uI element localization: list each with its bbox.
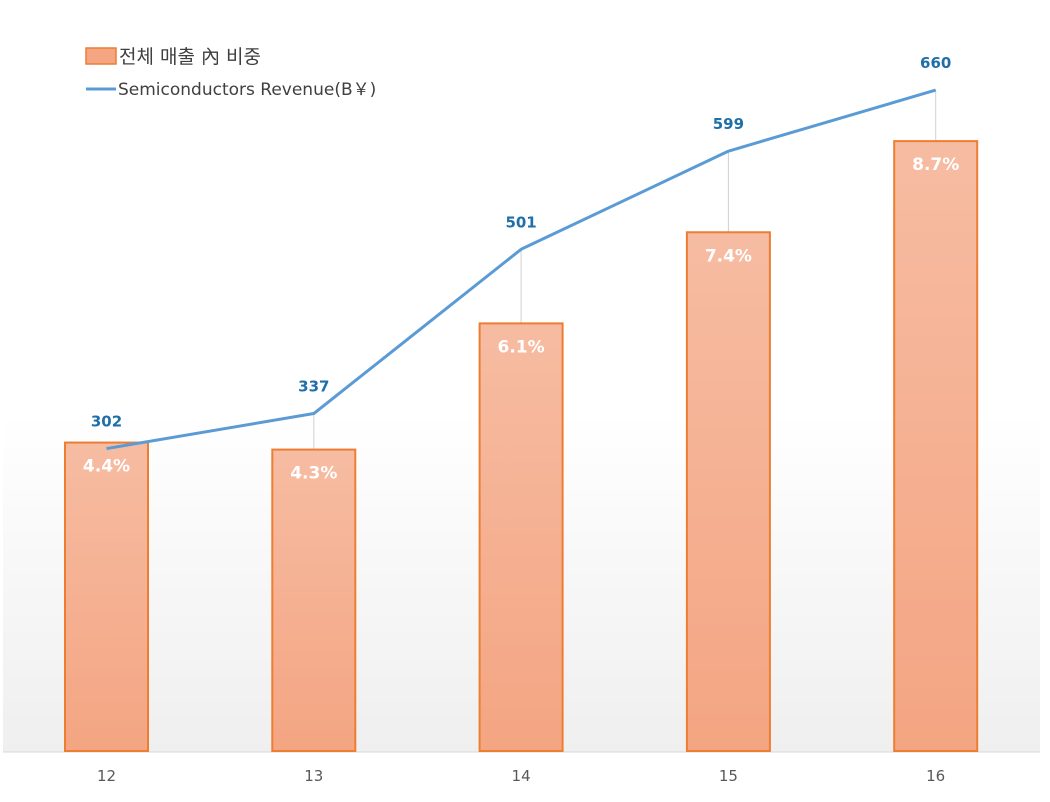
bar [271, 448, 357, 752]
bar-data-label: 4.4% [83, 457, 130, 477]
bar-data-label: 4.3% [290, 464, 337, 484]
legend: 전체 매출 內 비중 Semiconductors Revenue(B￥) [85, 46, 376, 100]
line-data-label: 599 [713, 115, 744, 133]
legend-bar-label: 전체 매출 內 비중 [119, 46, 261, 68]
legend-bar-swatch [85, 47, 117, 65]
line-data-label: 660 [920, 54, 951, 72]
line-data-label: 337 [298, 378, 329, 396]
line-data-label: 302 [91, 413, 122, 431]
revenue-line [106, 88, 937, 451]
x-tick-label: 15 [719, 767, 738, 785]
x-tick-label: 16 [926, 767, 945, 785]
x-tick-label: 13 [304, 767, 323, 785]
line-data-label: 501 [505, 213, 536, 231]
bar-data-label: 7.4% [705, 246, 752, 266]
bar [478, 322, 564, 752]
bar-data-label: 8.7% [912, 155, 959, 175]
legend-line-label: Semiconductors Revenue(B￥) [118, 80, 376, 100]
x-tick-label: 14 [512, 767, 531, 785]
bar-data-label: 6.1% [498, 337, 545, 357]
bar [893, 140, 979, 752]
bar [685, 231, 771, 752]
bar [64, 441, 149, 752]
x-tick-label: 12 [97, 767, 116, 785]
